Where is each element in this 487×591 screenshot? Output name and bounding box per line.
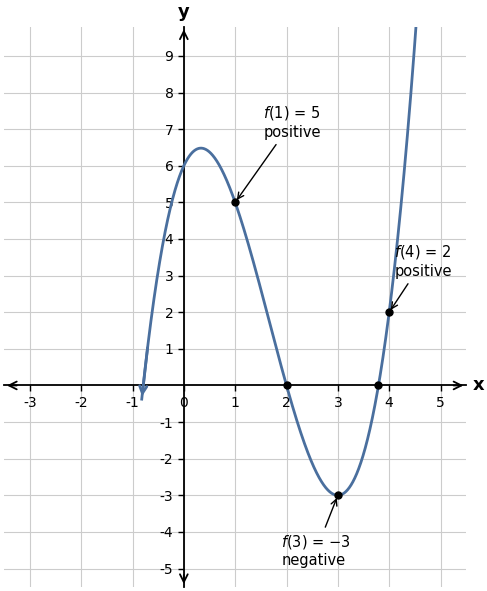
Text: $f$(1) = 5
positive: $f$(1) = 5 positive bbox=[238, 104, 321, 199]
Text: $f$(4) = 2
positive: $f$(4) = 2 positive bbox=[392, 243, 452, 309]
Text: y: y bbox=[178, 3, 190, 21]
Text: $f$(3) = −3
negative: $f$(3) = −3 negative bbox=[281, 499, 351, 568]
Text: x: x bbox=[472, 376, 484, 394]
